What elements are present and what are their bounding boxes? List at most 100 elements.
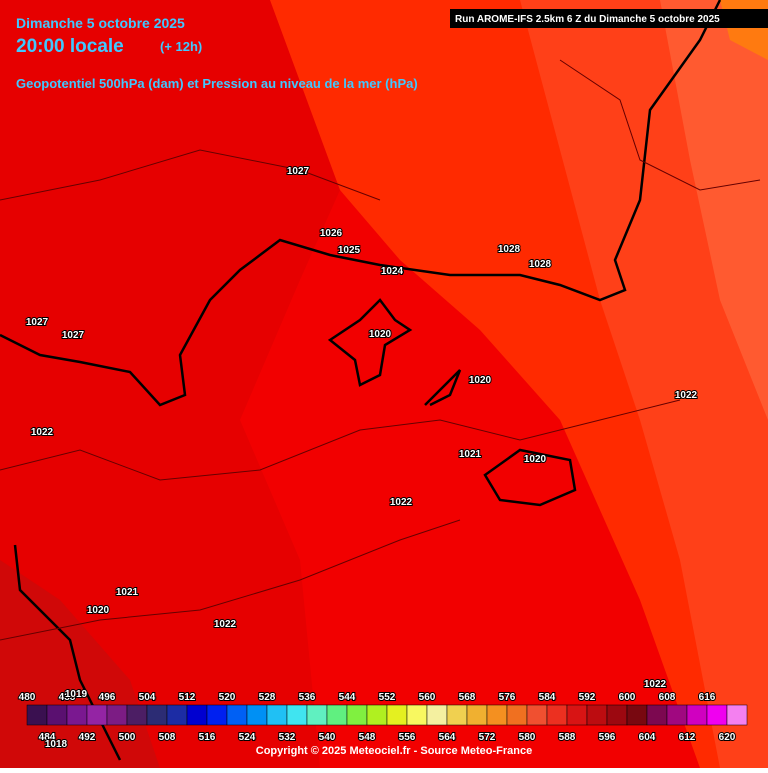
- legend-swatch: [306, 704, 328, 726]
- legend-swatch: [726, 704, 748, 726]
- legend-swatch: [246, 704, 268, 726]
- legend-swatch: [546, 704, 568, 726]
- offset: (+ 12h): [160, 39, 202, 54]
- legend-label: 512: [179, 692, 196, 703]
- isobar: [0, 519, 461, 641]
- legend-label: 504: [139, 692, 156, 703]
- isobar-label: 1027: [287, 166, 310, 177]
- legend-label: 500: [119, 732, 136, 743]
- legend-swatch: [406, 704, 428, 726]
- legend-label: 572: [479, 732, 496, 743]
- legend-swatch: [486, 704, 508, 726]
- legend-label: 528: [259, 692, 276, 703]
- legend-swatch: [526, 704, 548, 726]
- legend-label: 596: [599, 732, 616, 743]
- field: Geopotentiel 500hPa (dam) et Pression au…: [16, 76, 418, 91]
- legend-label: 556: [399, 732, 416, 743]
- legend-swatch: [666, 704, 688, 726]
- legend-label: 532: [279, 732, 296, 743]
- legend-label: 612: [679, 732, 696, 743]
- isobar-label: 1018: [45, 739, 68, 750]
- legend-swatch: [506, 704, 528, 726]
- isobar-label: 1027: [26, 317, 49, 328]
- isobar-label: 1022: [214, 619, 237, 630]
- isobar-label: 1027: [62, 330, 85, 341]
- legend-label: 564: [439, 732, 456, 743]
- legend-swatch: [646, 704, 668, 726]
- isobar-label: 1025: [338, 245, 361, 256]
- isobar-label: 1020: [524, 454, 547, 465]
- isobar-label: 1022: [390, 497, 413, 508]
- isobar-labels: 1027 1026 1025 1024 1028 1028 1027 1027 1020 1020…: [25, 165, 699, 751]
- legend-swatch: [426, 704, 448, 726]
- border: [0, 0, 722, 407]
- run-info: Run AROME-IFS 2.5km 6 Z du Dimanche 5 oc…: [455, 14, 720, 25]
- legend-swatch: [186, 704, 208, 726]
- legend-label: 488: [59, 692, 76, 703]
- legend-label: 492: [79, 732, 96, 743]
- legend-label: 552: [379, 692, 396, 703]
- legend-swatch: [606, 704, 628, 726]
- legend-label: 524: [239, 732, 256, 743]
- isobar: [559, 59, 761, 191]
- isobar-label: 1022: [675, 390, 698, 401]
- run-box: [450, 9, 768, 28]
- legend-swatch: [66, 704, 88, 726]
- legend-swatch: [26, 704, 48, 726]
- time: 20:00 locale: [16, 36, 124, 57]
- legend-label: 576: [499, 692, 516, 703]
- legend-swatch: [326, 704, 348, 726]
- isobar-label: 1028: [498, 244, 521, 255]
- legend-swatch: [166, 704, 188, 726]
- field-zone: [0, 0, 340, 768]
- legend-swatch: [686, 704, 708, 726]
- legend-label: 608: [659, 692, 676, 703]
- date: Dimanche 5 octobre 2025: [16, 15, 185, 31]
- legend-label: 520: [219, 692, 236, 703]
- legend-label: 620: [719, 732, 736, 743]
- legend-label: 588: [559, 732, 576, 743]
- legend-swatch: [566, 704, 588, 726]
- legend-swatch: [206, 704, 228, 726]
- legend-label: 496: [99, 692, 116, 703]
- legend-swatch: [46, 704, 68, 726]
- isobar-label: 1021: [459, 449, 482, 460]
- legend-swatch: [286, 704, 308, 726]
- isobar-label: 1028: [529, 259, 552, 270]
- copyright: Copyright © 2025 Meteociel.fr - Source M…: [256, 745, 532, 757]
- legend-swatch: [466, 704, 488, 726]
- border: [13, 544, 122, 761]
- legend-label: 604: [639, 732, 656, 743]
- legend-swatch: [386, 704, 408, 726]
- field-zone: [660, 0, 768, 420]
- legend-label: 480: [19, 692, 36, 703]
- isobar: [0, 399, 681, 481]
- legend-label: 548: [359, 732, 376, 743]
- legend-swatch: [266, 704, 288, 726]
- border: [424, 369, 462, 407]
- legend-label: 584: [539, 692, 556, 703]
- legend-swatch: [146, 704, 168, 726]
- border: [327, 298, 413, 387]
- legend-swatch: [126, 704, 148, 726]
- isobar-label: 1020: [369, 329, 392, 340]
- isobar-label: 1026: [320, 228, 343, 239]
- legend-swatch: [706, 704, 728, 726]
- isobar-label: 1022: [644, 679, 667, 690]
- legend-label: 536: [299, 692, 316, 703]
- legend-swatch: [626, 704, 648, 726]
- legend-label: 568: [459, 692, 476, 703]
- isobar-label: 1020: [87, 605, 110, 616]
- legend-label: 508: [159, 732, 176, 743]
- legend-swatch: [86, 704, 108, 726]
- legend-label: 600: [619, 692, 636, 703]
- legend-label: 516: [199, 732, 216, 743]
- isobar-label: 1022: [31, 427, 54, 438]
- legend-swatch: [346, 704, 368, 726]
- legend-label: 544: [339, 692, 356, 703]
- isobar: [0, 149, 381, 201]
- legend-swatch: [366, 704, 388, 726]
- isobar-label: 1024: [381, 266, 404, 277]
- isobar-label: 1020: [469, 375, 492, 386]
